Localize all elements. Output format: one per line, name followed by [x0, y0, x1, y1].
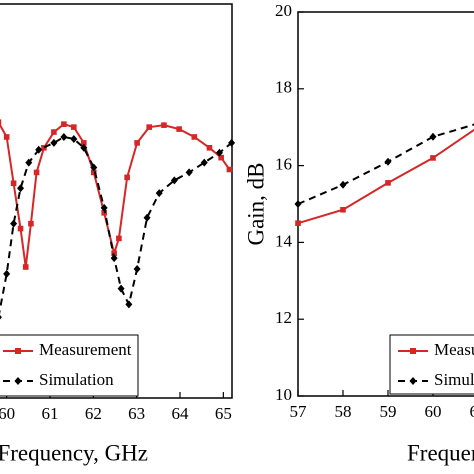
- point: [0, 119, 2, 125]
- point: [143, 213, 151, 222]
- x-tick-label: 63: [128, 404, 145, 423]
- x-tick-label: 57: [290, 402, 308, 421]
- x-tick-label: 58: [335, 402, 352, 421]
- point: [134, 140, 140, 146]
- point: [200, 158, 208, 167]
- legend-label: Measurement: [39, 340, 132, 359]
- point: [340, 206, 346, 213]
- series-line: [0, 122, 231, 268]
- point: [124, 174, 130, 181]
- legend-marker: [14, 377, 22, 385]
- series: [0, 119, 233, 270]
- point: [191, 134, 198, 140]
- legend-marker: [410, 348, 416, 354]
- y-tick-label: 10: [275, 385, 292, 404]
- series: [0, 132, 236, 320]
- y-axis-label: Gain, dB: [243, 162, 268, 245]
- point: [90, 163, 98, 172]
- point: [226, 166, 233, 173]
- point: [206, 145, 213, 151]
- point: [33, 169, 40, 176]
- point: [110, 254, 118, 263]
- y-tick-label: 12: [275, 308, 292, 327]
- point: [35, 145, 43, 154]
- x-axis-label: Frequency, GHz: [407, 440, 474, 465]
- legend-label: Simulation: [39, 370, 114, 389]
- point: [218, 154, 224, 161]
- point: [70, 134, 78, 143]
- x-tick-label: 64: [172, 404, 190, 423]
- point: [81, 140, 87, 146]
- y-tick-label: 18: [275, 78, 292, 97]
- point: [90, 169, 97, 176]
- point: [430, 155, 436, 161]
- point: [10, 219, 18, 228]
- point: [170, 176, 178, 185]
- point: [161, 122, 167, 128]
- point: [429, 132, 437, 141]
- point: [50, 138, 58, 147]
- x-tick-label: 59: [380, 402, 397, 421]
- point: [385, 180, 391, 186]
- legend-box: [0, 334, 139, 397]
- point: [185, 168, 193, 177]
- x-tick-label: 61: [42, 404, 59, 423]
- y-tick-label: 14: [275, 231, 293, 250]
- series: [295, 128, 474, 226]
- point: [228, 138, 236, 147]
- x-axis-label: Frequency, GHz: [0, 440, 148, 465]
- point: [111, 250, 117, 257]
- legend-label: Measurement: [434, 340, 474, 359]
- point: [10, 180, 17, 187]
- point: [61, 121, 67, 127]
- series-line: [297, 123, 474, 205]
- point: [41, 145, 47, 151]
- series-line: [297, 128, 474, 225]
- point: [146, 124, 153, 130]
- point: [117, 284, 125, 293]
- series: [294, 123, 474, 208]
- point: [294, 200, 302, 208]
- point: [339, 180, 347, 189]
- point: [17, 184, 25, 193]
- point: [22, 264, 29, 270]
- point: [155, 189, 163, 198]
- point: [133, 264, 141, 273]
- plot-frame: [0, 3, 233, 399]
- point: [28, 220, 34, 227]
- y-tick-label: 16: [275, 155, 292, 174]
- point: [116, 235, 122, 242]
- x-tick-label: 61: [470, 402, 474, 421]
- point: [71, 124, 77, 130]
- y-tick-label: 20: [275, 1, 292, 20]
- legend-marker: [15, 348, 21, 354]
- point: [51, 129, 57, 135]
- legend-marker: [409, 377, 417, 385]
- x-tick-label: 65: [215, 404, 232, 423]
- point: [125, 300, 133, 309]
- point: [295, 220, 301, 226]
- legend-label: Simulation: [434, 370, 474, 389]
- point: [80, 143, 88, 152]
- point: [0, 315, 2, 320]
- x-tick-label: 60: [425, 402, 442, 421]
- legend-box: [389, 334, 474, 395]
- point: [3, 134, 10, 140]
- x-tick-label: 60: [0, 404, 15, 423]
- point: [215, 148, 223, 157]
- point: [100, 203, 108, 212]
- point: [25, 158, 33, 167]
- point: [3, 269, 11, 278]
- point: [17, 225, 24, 232]
- point: [60, 132, 68, 141]
- point: [176, 126, 182, 132]
- series-line: [0, 135, 233, 315]
- point: [384, 157, 392, 166]
- x-tick-label: 62: [85, 404, 102, 423]
